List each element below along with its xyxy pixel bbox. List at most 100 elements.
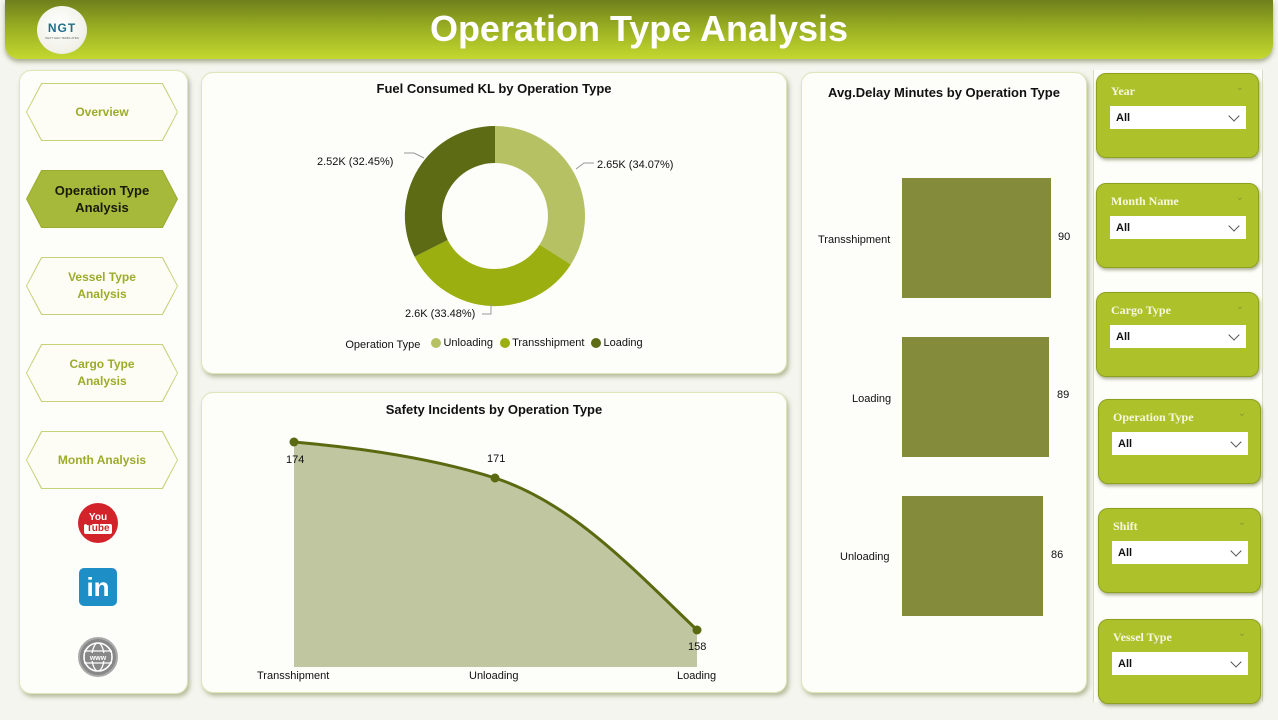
- legend-item-transshipment[interactable]: Transshipment: [500, 337, 584, 349]
- legend-dot-icon: [431, 338, 442, 348]
- data-label-loading: 158: [688, 641, 707, 653]
- chevron-down-icon: [1230, 655, 1242, 668]
- data-point-unloading[interactable]: [490, 473, 500, 483]
- y-axis-label-transshipment: Transshipment: [818, 234, 891, 246]
- donut-slice-unloading[interactable]: [495, 126, 585, 265]
- slicer-label: Shift: [1113, 519, 1138, 533]
- legend-item-unloading[interactable]: Unloading: [431, 337, 493, 349]
- data-point-loading[interactable]: [692, 625, 702, 635]
- linkedin-icon[interactable]: in: [79, 568, 117, 606]
- collapse-chevron-icon[interactable]: ⌄: [1235, 82, 1244, 93]
- ngt-logo: NGT NEXT GEN TEMPLATES: [37, 6, 87, 54]
- slicer-label: Cargo Type: [1111, 303, 1171, 317]
- shift-dropdown[interactable]: All: [1112, 541, 1248, 564]
- chart-title: Safety Incidents by Operation Type: [385, 402, 603, 417]
- globe-icon: www: [83, 642, 113, 672]
- vessel-type-dropdown[interactable]: All: [1112, 652, 1248, 675]
- slicer-month-name: Month Name ⌄ All: [1096, 183, 1259, 268]
- legend-dot-icon: [500, 338, 511, 348]
- x-axis-label-unloading: Unloading: [469, 670, 519, 682]
- website-globe-icon[interactable]: www: [78, 637, 118, 677]
- navigation-panel: Overview Operation Type Analysis Vessel …: [19, 70, 188, 694]
- dropdown-value: All: [1116, 330, 1131, 343]
- x-axis-label-loading: Loading: [677, 670, 717, 682]
- fuel-consumed-donut-chart: Fuel Consumed KL by Operation Type 2.65K…: [201, 72, 787, 374]
- slicer-label: Operation Type: [1113, 410, 1194, 424]
- area-chart-svg: [289, 437, 702, 667]
- chevron-down-icon: [1228, 109, 1240, 122]
- legend-label: Loading: [603, 337, 643, 349]
- x-axis-label-transshipment: Transshipment: [257, 670, 330, 682]
- dropdown-value: All: [1116, 221, 1131, 234]
- legend-title: Operation Type: [345, 339, 421, 351]
- operation-type-dropdown[interactable]: All: [1112, 432, 1248, 455]
- bar-transshipment[interactable]: [902, 178, 1051, 298]
- dropdown-value: All: [1118, 437, 1133, 450]
- chevron-down-icon: [1230, 544, 1242, 557]
- slicer-shift: Shift ⌄ All: [1098, 508, 1261, 593]
- chevron-down-icon: [1228, 328, 1240, 341]
- nav-label: Cargo Type Analysis: [27, 345, 177, 401]
- header-banner: NGT NEXT GEN TEMPLATES Operation Type An…: [5, 0, 1273, 59]
- donut-slice-loading[interactable]: [404, 125, 495, 257]
- data-point-transshipment[interactable]: [289, 437, 299, 447]
- chart-title: Avg.Delay Minutes by Operation Type: [828, 85, 1060, 100]
- legend-label: Unloading: [443, 337, 493, 349]
- slicer-label: Month Name: [1111, 194, 1179, 208]
- youtube-icon[interactable]: You Tube: [78, 503, 118, 543]
- chart-title: Fuel Consumed KL by Operation Type: [376, 81, 612, 96]
- nav-button-operation-type-analysis[interactable]: Operation Type Analysis: [26, 170, 178, 228]
- legend-dot-icon: [591, 338, 602, 348]
- data-label-loading: 2.52K (32.45%): [317, 156, 394, 168]
- linkedin-text: in: [86, 571, 110, 602]
- slicer-label: Vessel Type: [1113, 630, 1172, 644]
- collapse-chevron-icon[interactable]: ⌄: [1237, 628, 1246, 639]
- nav-label: Overview: [27, 84, 177, 140]
- logo-subtext: NEXT GEN TEMPLATES: [45, 35, 79, 40]
- month-name-dropdown[interactable]: All: [1110, 216, 1246, 239]
- slicer-label: Year: [1111, 84, 1135, 98]
- collapse-chevron-icon[interactable]: ⌄: [1235, 301, 1244, 312]
- dropdown-value: All: [1116, 111, 1131, 124]
- y-axis-label-loading: Loading: [852, 393, 892, 405]
- page-title: Operation Type Analysis: [429, 8, 849, 49]
- data-label-unloading: 2.65K (34.07%): [597, 159, 674, 171]
- data-label-transshipment: 174: [286, 454, 305, 466]
- data-label-transshipment: 2.6K (33.48%): [405, 308, 476, 320]
- cargo-type-dropdown[interactable]: All: [1110, 325, 1246, 348]
- y-axis-label-unloading: Unloading: [840, 551, 890, 563]
- donut-slice-transshipment[interactable]: [414, 240, 571, 307]
- slicer-cargo-type: Cargo Type ⌄ All: [1096, 292, 1259, 377]
- nav-label: Operation Type Analysis: [27, 171, 177, 227]
- nav-button-cargo-type-analysis[interactable]: Cargo Type Analysis: [26, 344, 178, 402]
- nav-label: Month Analysis: [27, 432, 177, 488]
- collapse-chevron-icon[interactable]: ⌄: [1235, 192, 1244, 203]
- nav-button-month-analysis[interactable]: Month Analysis: [26, 431, 178, 489]
- collapse-chevron-icon[interactable]: ⌄: [1237, 517, 1246, 528]
- nav-button-vessel-type-analysis[interactable]: Vessel Type Analysis: [26, 257, 178, 315]
- collapse-chevron-icon[interactable]: ⌄: [1237, 408, 1246, 419]
- legend-item-loading[interactable]: Loading: [591, 337, 643, 349]
- nav-button-overview[interactable]: Overview: [26, 83, 178, 141]
- logo-text: NGT: [47, 20, 77, 35]
- donut-svg: [404, 125, 594, 315]
- svg-text:www: www: [89, 655, 107, 662]
- slicer-operation-type: Operation Type ⌄ All: [1098, 399, 1261, 484]
- dropdown-value: All: [1118, 546, 1133, 559]
- dropdown-value: All: [1118, 657, 1133, 670]
- bar-loading[interactable]: [902, 337, 1049, 457]
- bar-unloading[interactable]: [902, 496, 1043, 616]
- slicer-year: Year ⌄ All: [1096, 73, 1259, 158]
- data-label-loading: 89: [1057, 389, 1070, 401]
- chart-legend: Operation Type Unloading Transshipment L…: [202, 337, 786, 351]
- filter-panel: [1093, 70, 1263, 702]
- youtube-text: Tube: [84, 522, 112, 534]
- data-label-transshipment: 90: [1058, 231, 1071, 243]
- youtube-text: You: [88, 511, 108, 523]
- legend-label: Transshipment: [512, 337, 585, 349]
- safety-incidents-area-chart: Safety Incidents by Operation Type 174 1…: [201, 392, 787, 693]
- data-label-unloading: 86: [1051, 549, 1064, 561]
- year-dropdown[interactable]: All: [1110, 106, 1246, 129]
- avg-delay-bar-chart: Avg.Delay Minutes by Operation Type Tran…: [801, 72, 1087, 693]
- area-fill: [294, 442, 697, 667]
